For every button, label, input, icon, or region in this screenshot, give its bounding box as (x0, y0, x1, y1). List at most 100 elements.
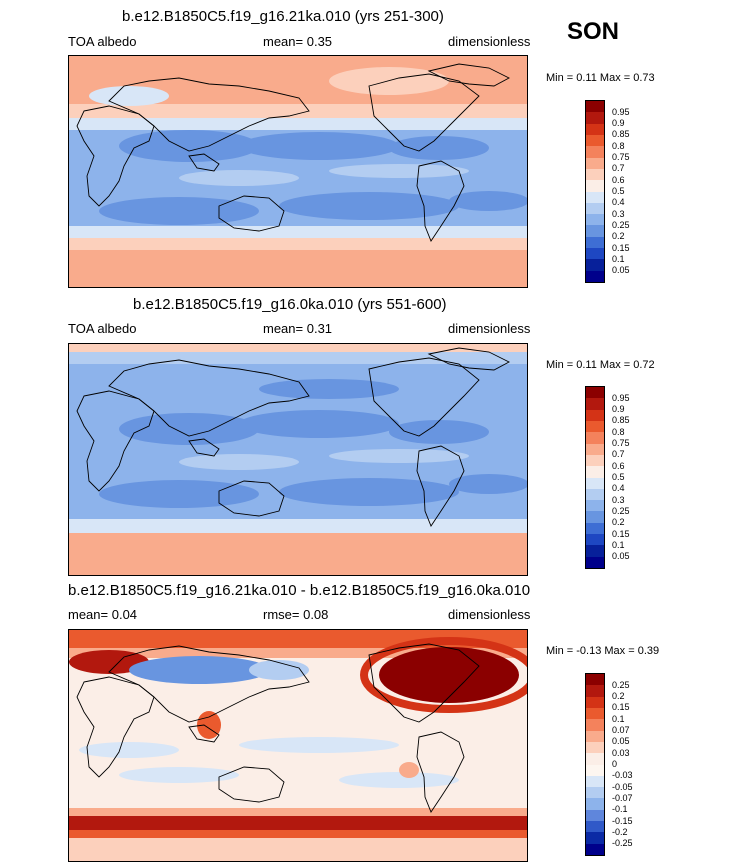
panel-1-units: dimensionless (448, 34, 531, 49)
colorbar-tick-label: 0.5 (612, 472, 625, 482)
colorbar-segment (586, 443, 604, 455)
panel-2-minmax: Min = 0.11 Max = 0.72 (546, 359, 655, 371)
colorbar-segment (586, 832, 604, 844)
colorbar-segment (586, 685, 604, 697)
colorbar-tick-label: 0.15 (612, 528, 630, 539)
colorbar-segment (586, 821, 604, 833)
panel-1-mean: mean= 0.35 (263, 34, 333, 49)
panel-1-title: b.e12.B1850C5.f19_g16.21ka.010 (yrs 251-… (122, 8, 444, 25)
colorbar-segment (586, 787, 604, 799)
colorbar-tick-label: 0.75 (612, 438, 630, 449)
colorbar-tick-label: 0.1 (612, 253, 625, 264)
panel-3-map (68, 629, 528, 862)
colorbar-segment (586, 719, 604, 731)
colorbar-segment (586, 112, 604, 124)
colorbar-tick-label: 0.25 (612, 505, 630, 516)
colorbar-segment (586, 270, 604, 282)
colorbar-tick-label: 0.25 (612, 219, 630, 230)
colorbar-tick-label: 0.6 (612, 460, 625, 471)
panel-1-map-svg (69, 56, 527, 287)
colorbar-segment (586, 843, 604, 855)
colorbar-tick-label: 0.25 (612, 679, 630, 690)
colorbar-tick-label: 0.2 (612, 231, 625, 242)
colorbar-tick-label: -0.25 (612, 838, 633, 849)
colorbar-segment (586, 225, 604, 237)
colorbar-segment (586, 511, 604, 523)
panel-2-colorbar (585, 386, 605, 569)
colorbar-segment (586, 707, 604, 720)
colorbar-segment (586, 202, 604, 215)
colorbar-segment (586, 775, 604, 788)
colorbar-segment (586, 798, 604, 810)
colorbar-tick-label: 0.8 (612, 426, 625, 437)
panel-1-variable: TOA albedo (68, 34, 137, 49)
colorbar-segment (586, 123, 604, 135)
colorbar-tick-label: 0.3 (612, 494, 625, 505)
panel-3-colorbar (585, 673, 605, 856)
colorbar-segment (586, 248, 604, 260)
colorbar-tick-label: 0.4 (612, 197, 625, 208)
panel-2-title: b.e12.B1850C5.f19_g16.0ka.010 (yrs 551-6… (133, 296, 447, 313)
colorbar-segment (586, 534, 604, 546)
colorbar-tick-label: -0.07 (612, 792, 633, 803)
colorbar-tick-label: -0.1 (612, 804, 628, 815)
colorbar-tick-label: 0.03 (612, 747, 630, 758)
colorbar-tick-label: -0.2 (612, 826, 628, 837)
colorbar-tick-label: 0.05 (612, 551, 630, 562)
colorbar-tick-label: 0.9 (612, 404, 625, 415)
colorbar-tick-label: 0.15 (612, 702, 630, 713)
colorbar-segment (586, 556, 604, 568)
colorbar-segment (586, 696, 604, 708)
colorbar-segment (586, 500, 604, 512)
colorbar-segment (586, 522, 604, 535)
colorbar-tick-label: 0.85 (612, 415, 630, 426)
colorbar-segment (586, 477, 604, 489)
colorbar-segment (586, 741, 604, 754)
colorbar-tick-label: 0.3 (612, 208, 625, 219)
colorbar-tick-label: 0.1 (612, 539, 625, 550)
colorbar-tick-label: 0.8 (612, 140, 625, 151)
panel-3-map-svg (69, 630, 527, 861)
colorbar-tick-label: 0.95 (612, 392, 630, 403)
colorbar-tick-label: 0.4 (612, 483, 625, 494)
colorbar-tick-label: 0.2 (612, 517, 625, 528)
panel-3-units: dimensionless (448, 607, 531, 622)
colorbar-tick-label: 0.7 (612, 449, 625, 460)
colorbar-tick-label: 0.85 (612, 129, 630, 140)
colorbar-tick-label: 0.7 (612, 163, 625, 174)
colorbar-tick-label: 0.1 (612, 713, 625, 724)
colorbar-segment (586, 488, 604, 501)
colorbar-tick-label: -0.03 (612, 770, 633, 781)
colorbar-tick-label: 0.9 (612, 118, 625, 129)
colorbar-segment (586, 809, 604, 822)
panel-2-variable: TOA albedo (68, 321, 137, 336)
panel-2-map-svg (69, 344, 527, 575)
panel-2-map (68, 343, 528, 576)
colorbar-segment (586, 168, 604, 181)
colorbar-segment (586, 454, 604, 467)
colorbar-segment (586, 191, 604, 203)
colorbar-segment (586, 146, 604, 158)
season-label: SON (567, 18, 620, 45)
colorbar-tick-label: 0.5 (612, 186, 625, 196)
colorbar-tick-label: 0.75 (612, 152, 630, 163)
panel-3-mean: mean= 0.04 (68, 607, 138, 622)
colorbar-segment (586, 466, 604, 478)
panel-3-title: b.e12.B1850C5.f19_g16.21ka.010 - b.e12.B… (68, 582, 531, 599)
colorbar-tick-label: 0 (612, 759, 618, 769)
panel-1-colorbar (585, 100, 605, 283)
colorbar-tick-label: 0.05 (612, 736, 630, 747)
colorbar-tick-label: -0.15 (612, 815, 633, 826)
colorbar-segment (586, 753, 604, 765)
panel-3-rmse: rmse= 0.08 (263, 607, 329, 622)
colorbar-tick-label: 0.2 (612, 691, 625, 702)
colorbar-tick-label: 0.05 (612, 265, 630, 276)
colorbar-segment (586, 432, 604, 444)
panel-2-units: dimensionless (448, 321, 531, 336)
colorbar-segment (586, 420, 604, 433)
colorbar-segment (586, 101, 604, 113)
colorbar-tick-label: 0.6 (612, 174, 625, 185)
colorbar-tick-label: -0.05 (612, 781, 633, 792)
panel-2-mean: mean= 0.31 (263, 321, 333, 336)
colorbar-segment (586, 398, 604, 410)
